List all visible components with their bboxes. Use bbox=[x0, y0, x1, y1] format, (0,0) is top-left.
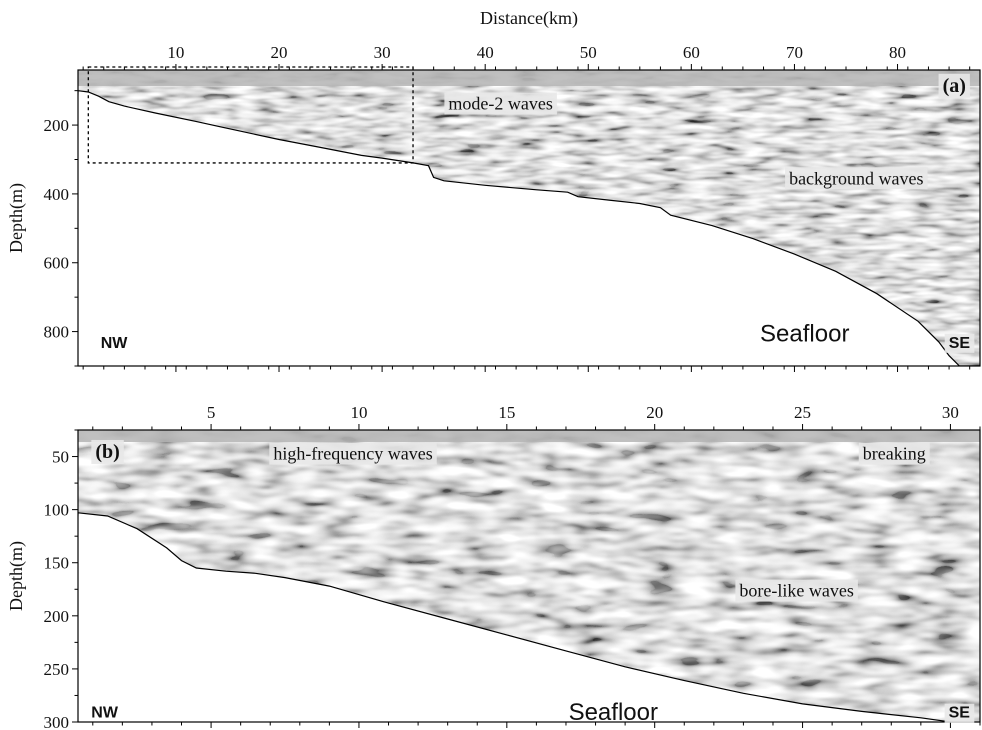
panel-b-y-tick-label: 250 bbox=[44, 660, 70, 679]
panel-a-y-tick-label: 200 bbox=[44, 116, 70, 135]
panel-a-annotation: background waves bbox=[785, 167, 928, 190]
panel-b-annotation: bore-like waves bbox=[735, 579, 858, 602]
panel-b-y-axis-title: Depth(m) bbox=[6, 541, 27, 611]
panel-a-annotation-text: background waves bbox=[789, 168, 923, 188]
panel-b-x-tick-label: 25 bbox=[794, 403, 811, 422]
panel-b-x-tick-label: 20 bbox=[646, 403, 663, 422]
panel-b-y-tick-label: 50 bbox=[52, 448, 69, 467]
panel-b-annotation-text: high-frequency waves bbox=[273, 444, 432, 464]
panel-b-y-tick-label: 300 bbox=[44, 713, 70, 730]
panel-b-annotation: (b) bbox=[91, 439, 124, 464]
panel-a-x-tick-label: 60 bbox=[683, 43, 700, 62]
panel-b-annotation-text: breaking bbox=[863, 444, 926, 464]
panel-b-x-tick-label: 30 bbox=[942, 403, 959, 422]
panel-a-x-tick-label: 80 bbox=[889, 43, 906, 62]
panel-b-x-tick-label: 10 bbox=[350, 403, 367, 422]
panel-a-annotations: mode-2 waves background waves Seafloor NW SE… bbox=[101, 73, 975, 353]
panel-b-y-tick-label: 200 bbox=[44, 607, 70, 626]
panel-a-inset-box bbox=[87, 66, 414, 164]
panel-a-annotation-text: NW bbox=[101, 335, 129, 352]
panel-a-annotation: NW bbox=[101, 335, 129, 352]
panel-b-annotation: high-frequency waves bbox=[269, 442, 437, 465]
panel-b-ticks: 5 10 15 20 25 30 50 100 150 200 250 300 bbox=[44, 403, 981, 730]
panel-a-annotation-text: (a) bbox=[943, 75, 966, 97]
panel-b-annotation-bg bbox=[269, 442, 437, 465]
panel-a-x-tick-label: 70 bbox=[786, 43, 803, 62]
panel-b-annotation-text: SE bbox=[949, 705, 971, 722]
panel-a: 10 20 30 40 50 60 70 80 200 400 600 800 mode-2 wave… bbox=[6, 8, 981, 372]
panel-b-annotation: NW bbox=[91, 705, 119, 722]
panel-a-x-axis-title: Distance(km) bbox=[480, 8, 578, 29]
panel-b-y-tick-label: 150 bbox=[44, 554, 70, 573]
panel-b-annotation-bg bbox=[858, 442, 930, 465]
panel-a-y-tick-label: 600 bbox=[44, 254, 70, 273]
panel-a-annotation-bg bbox=[444, 92, 557, 115]
panel-b-annotation-bg bbox=[91, 439, 124, 464]
panel-a-annotation-bg bbox=[785, 167, 928, 190]
panel-b-annotation-text: bore-like waves bbox=[739, 581, 853, 601]
panel-a-x-tick-label: 20 bbox=[271, 43, 288, 62]
panel-a-annotation: (a) bbox=[938, 73, 970, 98]
panel-b-annotation: breaking bbox=[858, 442, 930, 465]
panel-b-frame bbox=[77, 429, 981, 723]
panel-b-y-tick-label: 100 bbox=[44, 501, 70, 520]
panel-a-x-tick-label: 10 bbox=[167, 43, 184, 62]
panel-b: 5 10 15 20 25 30 50 100 150 200 250 300 high-freque… bbox=[6, 403, 981, 730]
panel-a-x-tick-label: 50 bbox=[580, 43, 597, 62]
panel-b-x-tick-label: 15 bbox=[498, 403, 515, 422]
panel-b-annotation-text: (b) bbox=[95, 441, 119, 463]
panel-a-seafloor-mask bbox=[78, 90, 980, 366]
panel-a-annotation-text: mode-2 waves bbox=[448, 94, 552, 114]
panel-b-annotations: high-frequency waves breaking bore-like wa… bbox=[91, 439, 975, 726]
panel-b-annotation-bg bbox=[944, 703, 975, 723]
panel-a-y-axis-title: Depth(m) bbox=[6, 183, 27, 253]
panel-b-annotation: Seafloor bbox=[569, 699, 658, 726]
panel-a-surface-band bbox=[78, 70, 980, 86]
panel-b-annotation: SE bbox=[944, 703, 975, 723]
panel-a-y-tick-label: 800 bbox=[44, 323, 70, 342]
panel-a-annotation: SE bbox=[944, 333, 975, 353]
panel-a-x-tick-label: 40 bbox=[477, 43, 494, 62]
panel-a-annotation-bg bbox=[944, 333, 975, 353]
panel-a-ticks: 10 20 30 40 50 60 70 80 200 400 600 800 bbox=[44, 43, 971, 372]
panel-b-x-tick-label: 5 bbox=[207, 403, 216, 422]
panel-b-surface-band bbox=[78, 430, 980, 442]
panel-a-annotation-bg bbox=[938, 73, 970, 98]
panel-b-annotation-text: NW bbox=[91, 705, 119, 722]
panel-b-seafloor-mask bbox=[78, 512, 955, 722]
panel-b-annotation-text: Seafloor bbox=[569, 699, 658, 726]
panel-a-x-tick-label: 30 bbox=[374, 43, 391, 62]
panel-a-annotation: mode-2 waves bbox=[444, 92, 557, 115]
panel-a-frame bbox=[77, 69, 981, 367]
panel-b-annotation-bg bbox=[735, 579, 858, 602]
panel-a-annotation-text: SE bbox=[949, 335, 971, 352]
panel-a-y-tick-label: 400 bbox=[44, 185, 70, 204]
panel-a-annotation: Seafloor bbox=[760, 320, 849, 347]
panel-a-annotation-text: Seafloor bbox=[760, 320, 849, 347]
